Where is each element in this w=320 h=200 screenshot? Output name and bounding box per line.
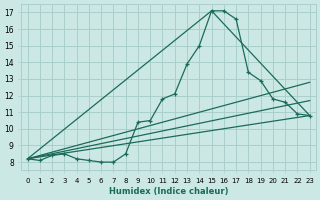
X-axis label: Humidex (Indice chaleur): Humidex (Indice chaleur) — [109, 187, 228, 196]
